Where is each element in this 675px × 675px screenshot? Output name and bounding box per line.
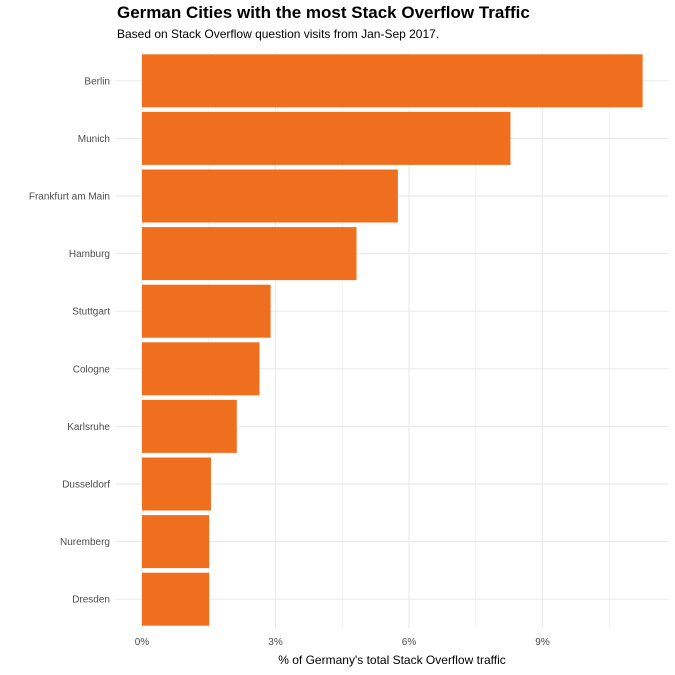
bar-stuttgart xyxy=(142,284,271,338)
y-tick-label: Hamburg xyxy=(69,249,110,260)
y-tick-labels: Berlin Munich Frankfurt am Main Hamburg Stut… xyxy=(29,76,111,605)
y-tick-label: Nuremberg xyxy=(60,537,110,548)
x-tick-label: 3% xyxy=(268,637,283,648)
y-tick-label: Munich xyxy=(78,134,110,145)
bar-berlin xyxy=(142,54,643,108)
bar-karlsruhe xyxy=(142,399,237,453)
bars xyxy=(142,54,643,626)
x-tick-label: 0% xyxy=(135,637,150,648)
bar-frankfurt-am-main xyxy=(142,169,398,223)
y-tick-label: Berlin xyxy=(84,76,110,87)
y-tick-label: Stuttgart xyxy=(72,307,110,318)
x-axis-title: % of Germany's total Stack Overflow traf… xyxy=(278,653,505,667)
bar-dusseldorf xyxy=(142,457,211,511)
chart-title: German Cities with the most Stack Overfl… xyxy=(117,3,530,22)
y-tick-label: Cologne xyxy=(73,364,111,375)
chart-subtitle: Based on Stack Overflow question visits … xyxy=(117,27,440,41)
y-tick-label: Frankfurt am Main xyxy=(29,192,110,203)
y-tick-label: Dusseldorf xyxy=(62,480,110,491)
bar-cologne xyxy=(142,342,260,396)
bar-munich xyxy=(142,111,511,165)
x-tick-label: 9% xyxy=(535,637,550,648)
x-tick-label: 6% xyxy=(402,637,417,648)
bar-nuremberg xyxy=(142,515,210,569)
bar-hamburg xyxy=(142,227,357,281)
y-tick-label: Dresden xyxy=(72,595,110,606)
x-tick-labels: 0% 3% 6% 9% xyxy=(135,637,550,648)
y-tick-label: Karlsruhe xyxy=(67,422,110,433)
bar-dresden xyxy=(142,572,210,626)
